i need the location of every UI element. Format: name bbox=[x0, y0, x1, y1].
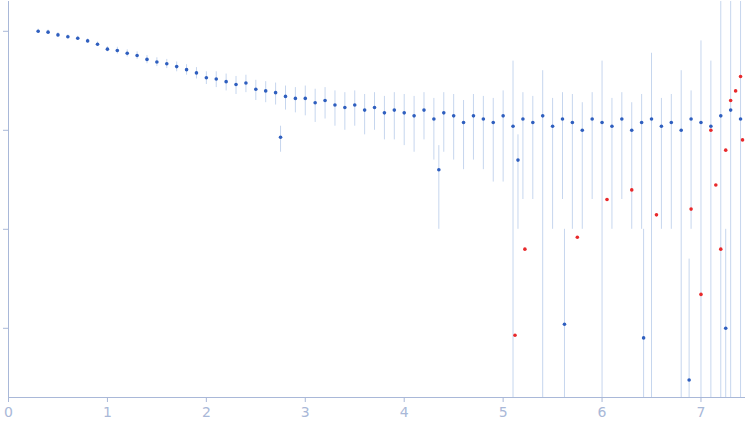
svg-text:6: 6 bbox=[598, 404, 607, 420]
svg-text:4: 4 bbox=[400, 404, 409, 420]
svg-text:5: 5 bbox=[499, 404, 508, 420]
svg-text:3: 3 bbox=[301, 404, 310, 420]
svg-text:1: 1 bbox=[103, 404, 112, 420]
svg-text:2: 2 bbox=[202, 404, 211, 420]
svg-text:0: 0 bbox=[4, 404, 13, 420]
svg-text:7: 7 bbox=[697, 404, 706, 420]
